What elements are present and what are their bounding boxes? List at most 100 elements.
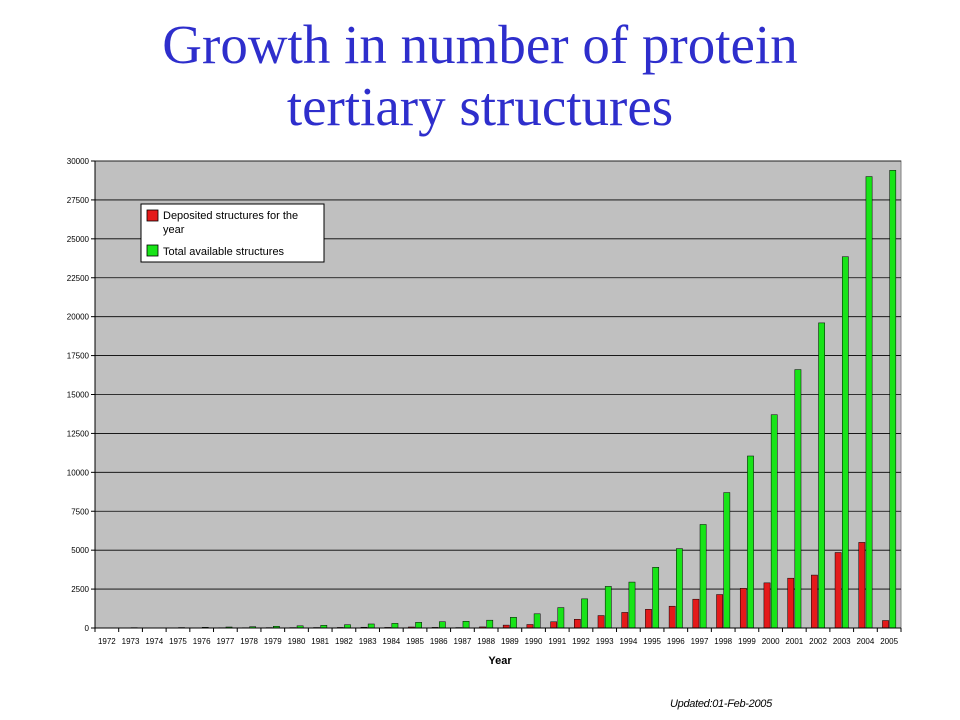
legend-label-deposited-line-2: year — [163, 224, 185, 236]
bar-deposited-1999 — [739, 588, 747, 629]
x-tick-label: 2004 — [857, 637, 875, 646]
y-tick-label: 5000 — [71, 546, 89, 555]
bars — [99, 170, 897, 629]
bar-deposited-2003 — [834, 552, 842, 629]
x-tick-label: 1982 — [335, 637, 353, 646]
x-tick-label: 2001 — [785, 637, 803, 646]
y-tick-label: 27500 — [67, 196, 90, 205]
bar-deposited-1994 — [621, 612, 629, 629]
bar-total-1997 — [699, 524, 707, 629]
bar-total-1987 — [462, 621, 470, 629]
bar-total-1999 — [747, 455, 754, 629]
x-tick-label: 1995 — [643, 637, 661, 646]
x-tick-label: 1972 — [98, 637, 116, 646]
bar-total-1995 — [652, 567, 660, 629]
legend-swatch-total — [146, 244, 159, 257]
bar-total-1990 — [533, 613, 541, 629]
x-tick-label: 1997 — [691, 637, 709, 646]
x-tick-label: 1979 — [264, 637, 282, 646]
y-tick-label: 12500 — [67, 429, 90, 438]
y-tick-label: 22500 — [67, 274, 90, 283]
x-tick-label: 1996 — [667, 637, 685, 646]
x-tick-label: 1980 — [288, 637, 306, 646]
bar-total-2002 — [818, 322, 825, 629]
bar-total-1992 — [581, 598, 588, 629]
bar-total-1996 — [676, 548, 683, 629]
bar-deposited-2000 — [763, 582, 771, 629]
legend-label-deposited-line-1: Deposited structures for the — [163, 210, 298, 222]
y-tick-label: 17500 — [67, 352, 90, 361]
x-tick-label: 1986 — [430, 637, 448, 646]
x-tick-label: 1998 — [714, 637, 732, 646]
x-tick-label: 1993 — [596, 637, 614, 646]
x-tick-label: 2005 — [880, 637, 898, 646]
x-tick-label: 2003 — [833, 637, 851, 646]
x-tick-label: 1973 — [122, 637, 140, 646]
x-tick-label: 1975 — [169, 637, 187, 646]
legend-swatch-deposited — [146, 209, 159, 222]
bar-deposited-2002 — [811, 574, 818, 629]
bar-total-1988 — [486, 619, 494, 629]
bar-total-1993 — [604, 586, 612, 629]
bar-total-1985 — [415, 622, 422, 629]
bar-total-1989 — [510, 617, 517, 629]
bar-total-2005 — [889, 170, 897, 629]
bar-total-2003 — [841, 256, 849, 629]
bar-total-1986 — [438, 621, 446, 629]
x-tick-label: 1984 — [382, 637, 400, 646]
legend-label-total: Total available structures — [163, 246, 285, 258]
legend: Deposited structures for the year Total … — [140, 203, 325, 263]
x-axis-ticks: 1972 1973 1974 1975 1976 1977 1978 1979 1980 1981… — [94, 628, 902, 646]
x-tick-label: 1974 — [145, 637, 163, 646]
bar-total-1983 — [367, 623, 375, 629]
x-tick-label: 1981 — [311, 637, 329, 646]
slide-title: Growth in number of protein tertiary str… — [0, 14, 960, 138]
y-tick-label: 15000 — [67, 391, 90, 400]
x-axis-title: Year — [488, 655, 512, 667]
bar-total-1991 — [557, 607, 565, 629]
bar-deposited-1995 — [645, 609, 652, 629]
x-tick-label: 1991 — [548, 637, 566, 646]
x-tick-label: 2002 — [809, 637, 827, 646]
x-tick-label: 1989 — [501, 637, 519, 646]
x-tick-label: 1990 — [525, 637, 543, 646]
y-tick-label: 25000 — [67, 235, 90, 244]
y-tick-label: 10000 — [67, 468, 90, 477]
bar-deposited-1990 — [526, 624, 534, 629]
x-tick-label: 1988 — [477, 637, 495, 646]
bar-total-2004 — [865, 176, 873, 629]
x-tick-label: 1985 — [406, 637, 424, 646]
x-tick-label: 1983 — [359, 637, 377, 646]
y-axis-ticks: 0 2500 5000 7500 10000 12500 15000 17500 20000 22… — [67, 157, 95, 633]
bar-deposited-2001 — [787, 577, 795, 629]
x-tick-label: 2000 — [762, 637, 780, 646]
x-tick-label: 1978 — [240, 637, 258, 646]
bar-deposited-1996 — [668, 605, 676, 629]
bar-deposited-1998 — [716, 594, 723, 629]
y-tick-label: 2500 — [71, 585, 89, 594]
x-tick-label: 1994 — [619, 637, 637, 646]
y-tick-label: 7500 — [71, 507, 89, 516]
legend-box — [140, 203, 325, 263]
y-tick-label: 0 — [85, 624, 90, 633]
x-tick-label: 1977 — [216, 637, 234, 646]
y-tick-label: 20000 — [67, 313, 90, 322]
bar-deposited-1993 — [597, 615, 605, 629]
slide-title-line-2: tertiary structures — [286, 76, 674, 137]
y-tick-label: 30000 — [67, 157, 90, 166]
bar-deposited-2005 — [882, 620, 889, 629]
x-tick-label: 1987 — [454, 637, 472, 646]
x-tick-label: 1976 — [193, 637, 211, 646]
bar-total-1984 — [391, 623, 399, 629]
bar-deposited-2004 — [858, 542, 866, 629]
bar-deposited-1997 — [692, 598, 700, 629]
x-tick-label: 1999 — [738, 637, 756, 646]
bar-deposited-1991 — [550, 621, 558, 629]
bar-total-1998 — [723, 492, 731, 629]
bar-deposited-1992 — [574, 619, 581, 629]
x-tick-label: 1992 — [572, 637, 590, 646]
bar-total-2000 — [770, 414, 778, 629]
bar-total-1994 — [628, 581, 636, 629]
updated-note: Updated:01-Feb-2005 — [670, 698, 772, 710]
